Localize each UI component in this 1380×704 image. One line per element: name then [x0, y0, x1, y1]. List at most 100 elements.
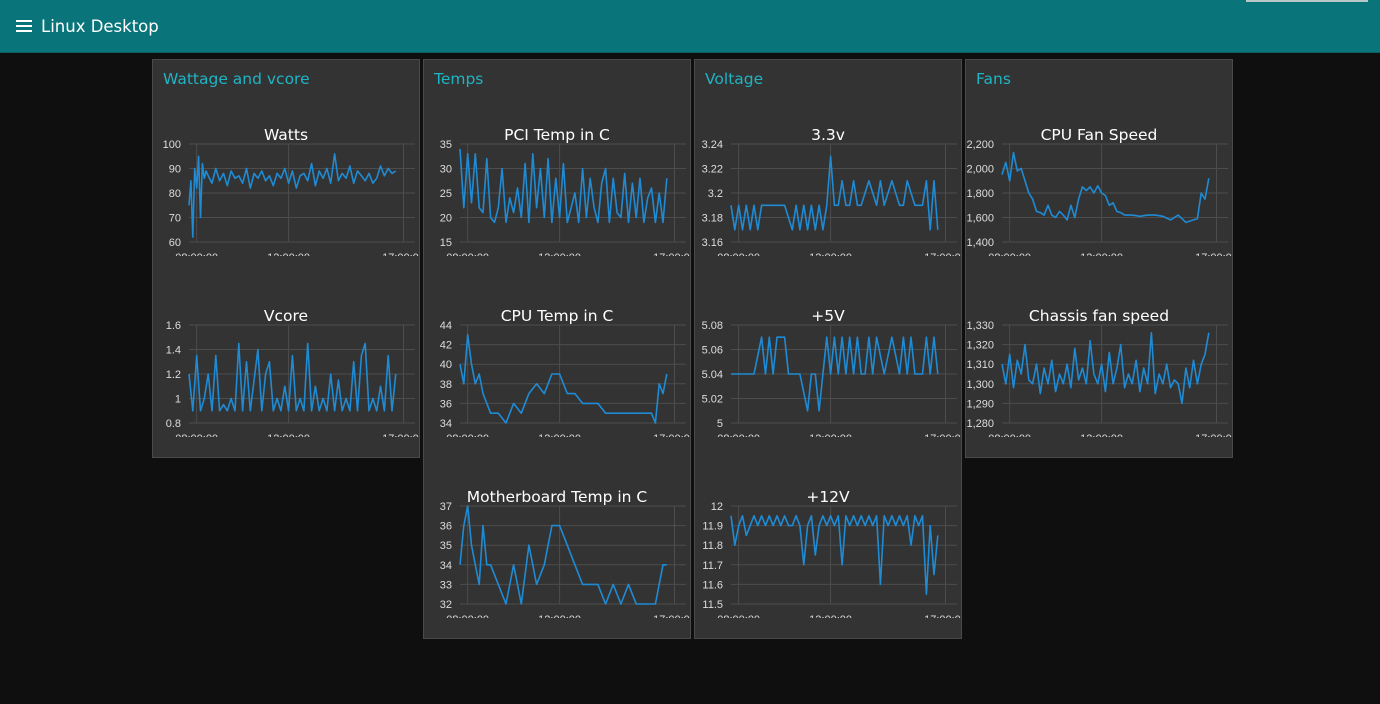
y-tick-label: 2,000: [966, 164, 994, 176]
chart-12v: 12 11.9 11.8 11.7 11.6 11.5 08:00:00 12:00:00 17…: [695, 437, 961, 618]
hamburger-menu-icon[interactable]: [12, 14, 36, 38]
x-tick-label: 12:00:00: [809, 433, 852, 437]
chart-cpu-fan: 2,200 2,000 1,800 1,600 1,400 08:00:00 12:00:0…: [966, 75, 1232, 256]
y-tick-label: 44: [440, 320, 452, 332]
y-tick-label: 11.9: [702, 521, 723, 533]
y-tick-label: 3.24: [702, 139, 723, 151]
y-tick-label: 70: [169, 213, 181, 225]
group-title: Fans: [976, 70, 1011, 88]
x-tick-label: 17:00:00: [653, 252, 690, 256]
x-tick-label: 08:00:00: [988, 252, 1031, 256]
series-line: [1001, 151, 1210, 224]
x-tick-label: 17:00:00: [653, 614, 690, 618]
x-tick-label: 08:00:00: [446, 433, 489, 437]
y-tick-label: 5: [717, 418, 723, 430]
chart-svg: 2,200 2,000 1,800 1,600 1,400 08:00:00 12:00:0…: [966, 139, 1232, 256]
x-tick-label: 12:00:00: [267, 252, 310, 256]
y-tick-label: 3.16: [702, 237, 723, 249]
chart-title: CPU Temp in C: [500, 307, 614, 325]
y-tick-label: 32: [440, 599, 452, 611]
x-tick-label: 17:00:00: [1195, 433, 1232, 437]
chart-title: Chassis fan speed: [1028, 307, 1170, 325]
y-tick-label: 2,200: [966, 139, 994, 151]
x-tick-label: 17:00:00: [924, 433, 961, 437]
y-tick-label: 1,310: [966, 359, 994, 371]
x-tick-label: 08:00:00: [175, 252, 218, 256]
y-tick-label: 100: [163, 139, 181, 151]
y-tick-label: 1,290: [966, 398, 994, 410]
y-tick-label: 5.08: [702, 320, 723, 332]
chart-svg: 37 36 35 34 33 32 08:00:00 12:00:00 17:00:00: [440, 501, 690, 618]
x-tick-label: 08:00:00: [717, 433, 760, 437]
y-tick-label: 15: [440, 237, 452, 249]
y-tick-label: 1,280: [966, 418, 994, 430]
y-tick-label: 60: [169, 237, 181, 249]
x-tick-label: 17:00:00: [653, 433, 690, 437]
series-line: [1001, 332, 1210, 405]
x-tick-label: 17:00:00: [924, 252, 961, 256]
y-tick-label: 36: [440, 521, 452, 533]
chart-svg: 35 30 25 20 15 08:00:00 12:00:00 17:00:00: [440, 139, 690, 256]
y-tick-label: 33: [440, 579, 452, 591]
x-tick-label: 12:00:00: [538, 252, 581, 256]
chart-svg: 100 90 80 70 60 08:00:00 12:00:00 17:00:00: [163, 139, 419, 256]
y-tick-label: 20: [440, 213, 452, 225]
chart-5v: 5.08 5.06 5.04 5.02 5 08:00:00 12:00:00 17:00:0…: [695, 256, 961, 437]
y-tick-label: 1.6: [166, 320, 181, 332]
chart-title: +12V: [806, 488, 850, 506]
y-tick-label: 5.06: [702, 345, 723, 357]
x-tick-label: 08:00:00: [175, 433, 218, 437]
y-tick-label: 11.6: [702, 579, 723, 591]
y-tick-label: 5.02: [702, 394, 723, 406]
chart-cpu-temp: 44 42 40 38 36 34 08:00:00 12:00:00 17:00:00 CPU…: [424, 256, 690, 437]
x-tick-label: 12:00:00: [1080, 433, 1123, 437]
group-temps: Temps 35 30 25 20 15 08:00:00 12:00:00 17:00:00…: [423, 59, 691, 639]
series-line: [459, 148, 668, 224]
series-line: [730, 155, 939, 231]
group-title: Voltage: [705, 70, 764, 88]
group-fans: Fans 2,200 2,000 1,800 1,600 1,400 08:00:00 12…: [965, 59, 1233, 458]
chart-title: 3.3v: [811, 126, 845, 144]
chart-vcore: 1.6 1.4 1.2 1 0.8 08:00:00 12:00:00 17:00:00 Vc…: [153, 256, 419, 437]
series-line: [731, 336, 939, 412]
chart-svg: 3.24 3.22 3.2 3.18 3.16 08:00:00 12:00:00 17:00…: [702, 139, 961, 256]
chart-title: +5V: [811, 307, 845, 325]
y-tick-label: 34: [440, 560, 452, 572]
chart-svg: 44 42 40 38 36 34 08:00:00 12:00:00 17:00:00: [440, 320, 690, 437]
x-tick-label: 12:00:00: [267, 433, 310, 437]
y-tick-label: 11.5: [702, 599, 723, 611]
y-tick-label: 25: [440, 188, 452, 200]
x-tick-label: 17:00:00: [382, 433, 419, 437]
y-tick-label: 1,320: [966, 340, 994, 352]
y-tick-label: 0.8: [166, 418, 181, 430]
y-tick-label: 5.04: [702, 369, 723, 381]
y-tick-label: 1,600: [966, 213, 994, 225]
series-line: [188, 153, 397, 238]
chart-title: Vcore: [263, 307, 309, 325]
x-tick-label: 12:00:00: [809, 252, 852, 256]
y-tick-label: 35: [440, 139, 452, 151]
y-tick-label: 35: [440, 540, 452, 552]
x-tick-label: 08:00:00: [717, 252, 760, 256]
chart-svg: 1.6 1.4 1.2 1 0.8 08:00:00 12:00:00 17:00:00: [166, 320, 419, 437]
y-tick-label: 3.18: [702, 213, 723, 225]
y-tick-label: 3.22: [702, 164, 723, 176]
x-tick-label: 12:00:00: [1080, 252, 1123, 256]
x-tick-label: 08:00:00: [988, 433, 1031, 437]
y-tick-label: 1: [175, 394, 181, 406]
series-line: [459, 505, 667, 605]
chart-watts: 100 90 80 70 60 08:00:00 12:00:00 17:00:00 Watt…: [153, 75, 419, 256]
y-tick-label: 40: [440, 359, 452, 371]
chart-title: Motherboard Temp in C: [466, 488, 648, 506]
y-tick-label: 38: [440, 379, 452, 391]
app-header: Linux Desktop: [0, 0, 1380, 53]
chart-motherboard-temp: 37 36 35 34 33 32 08:00:00 12:00:00 17:00:00 Mot…: [424, 437, 690, 618]
y-tick-label: 11.7: [702, 560, 723, 572]
series-line: [459, 334, 668, 424]
page-title: Linux Desktop: [41, 17, 159, 36]
chart-svg: 1,330 1,320 1,310 1,300 1,290 1,280 08:00:00 12…: [966, 320, 1232, 437]
group-voltage: Voltage 3.24 3.22 3.2 3.18 3.16 08:00:00 12:00…: [694, 59, 962, 639]
x-tick-label: 12:00:00: [809, 614, 852, 618]
chart-chassis-fan: 1,330 1,320 1,310 1,300 1,290 1,280 08:00:00 12…: [966, 256, 1232, 437]
chart-title: Watts: [263, 126, 309, 144]
